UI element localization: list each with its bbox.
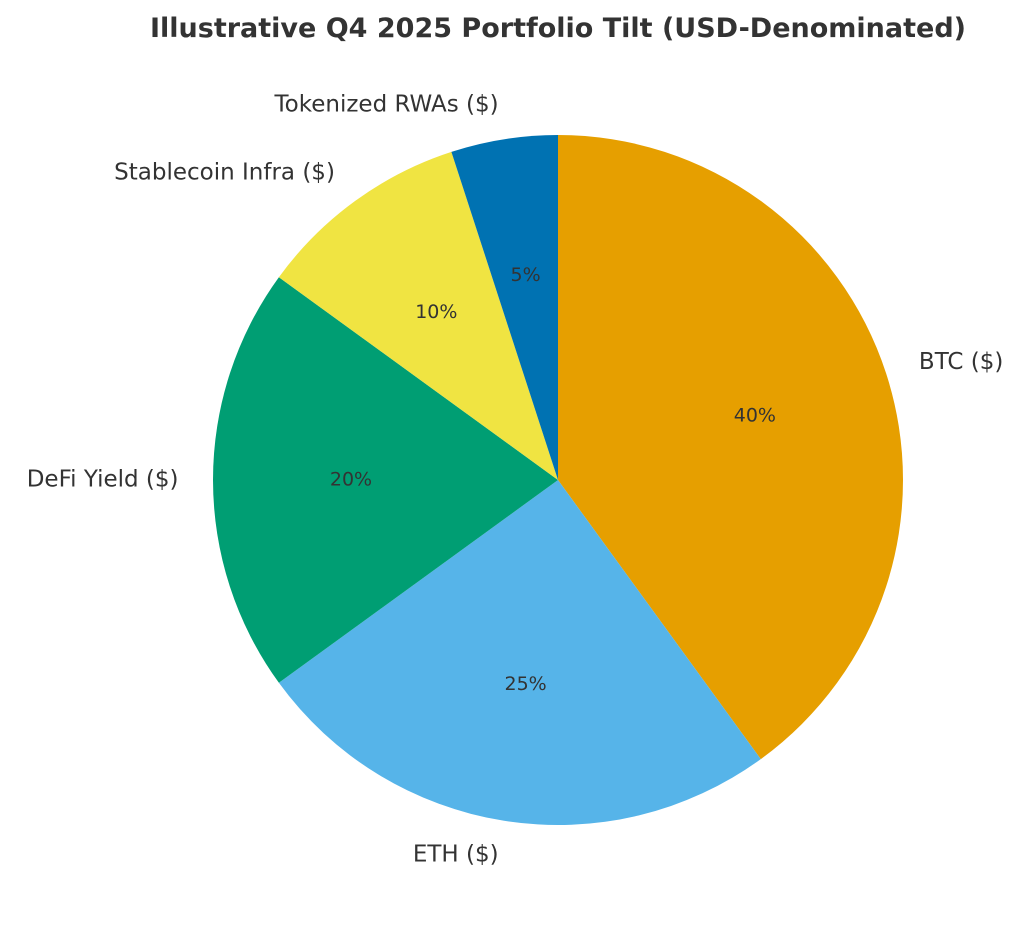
slice-percent-label: 40% <box>734 405 776 427</box>
slice-label: DeFi Yield ($) <box>27 467 179 493</box>
slice-label: BTC ($) <box>919 349 1003 375</box>
slice-percent-label: 10% <box>415 301 457 323</box>
slice-label: Tokenized RWAs ($) <box>274 92 499 118</box>
slice-percent-label: 20% <box>330 469 372 491</box>
pie-slice-eth <box>278 480 761 825</box>
slice-percent-label: 5% <box>511 264 541 286</box>
slice-percent-label: 25% <box>505 673 547 695</box>
slice-label: Stablecoin Infra ($) <box>114 159 335 185</box>
slice-label: ETH ($) <box>413 841 499 867</box>
pie-slice-btc <box>558 135 904 760</box>
pie-slice-tokenized-rwas <box>451 135 558 480</box>
pie-slice-stablecoin-infra <box>278 151 558 480</box>
chart-title: Illustrative Q4 2025 Portfolio Tilt (USD… <box>150 13 966 44</box>
pie-slice-defi-yield <box>213 277 558 683</box>
